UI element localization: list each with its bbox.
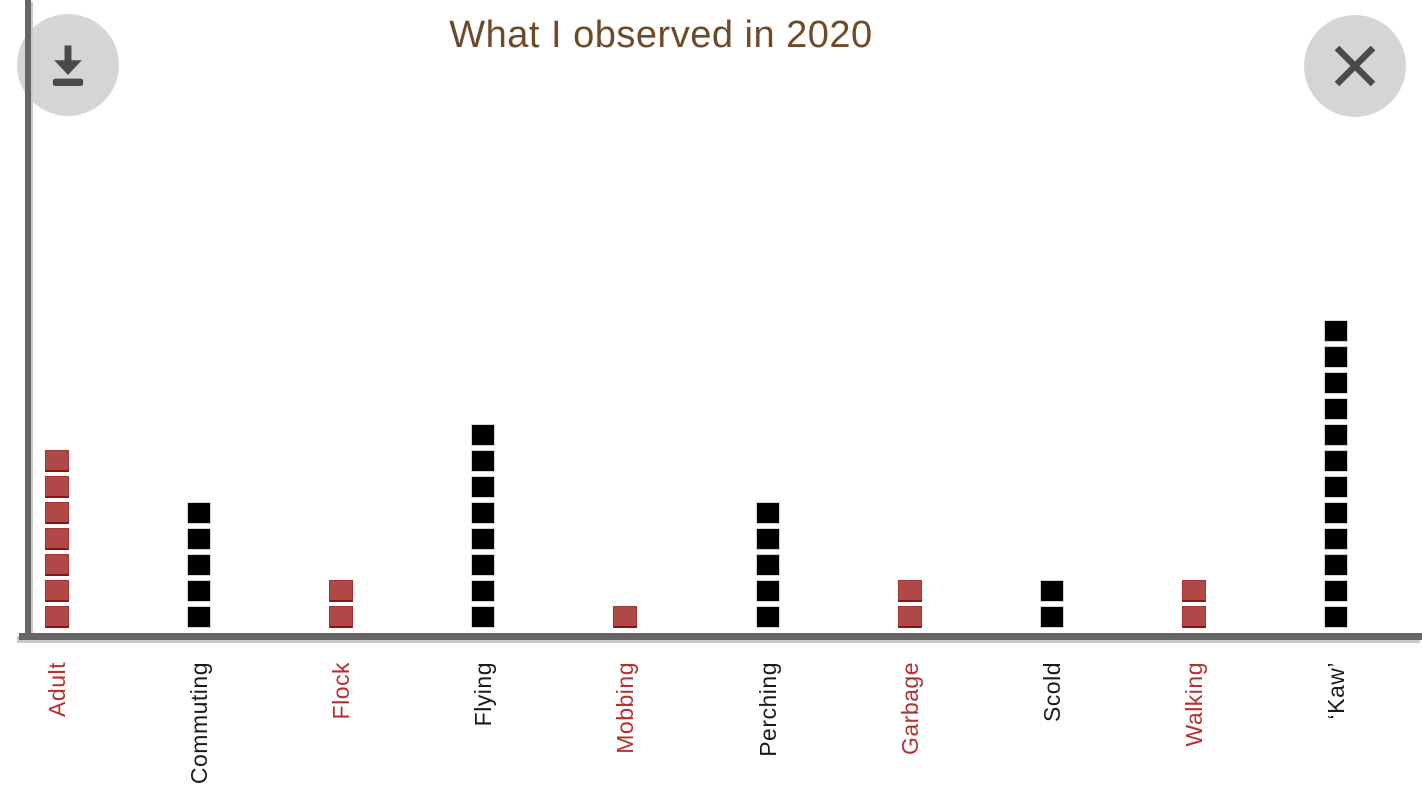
- unit-square: [755, 528, 780, 550]
- unit-column-garbage: [897, 580, 922, 628]
- unit-square: [1323, 372, 1348, 394]
- unit-square: [187, 528, 212, 550]
- unit-column-scold: [1039, 580, 1064, 628]
- unit-square: [471, 554, 496, 576]
- unit-square: [897, 580, 922, 602]
- unit-square: [1323, 476, 1348, 498]
- unit-square: [471, 502, 496, 524]
- unit-column-flock: [329, 580, 354, 628]
- unit-square: [187, 580, 212, 602]
- unit-square: [471, 450, 496, 472]
- close-button[interactable]: [1304, 15, 1406, 117]
- x-axis-label-commuting: Commuting: [186, 662, 213, 785]
- download-button[interactable]: [17, 14, 119, 116]
- unit-square: [45, 450, 69, 472]
- unit-square: [1323, 424, 1348, 446]
- unit-square: [45, 476, 69, 498]
- unit-square: [1039, 606, 1064, 628]
- unit-square: [471, 528, 496, 550]
- unit-square: [1323, 398, 1348, 420]
- y-axis-line: [25, 0, 31, 640]
- x-axis-label-scold: Scold: [1038, 662, 1065, 723]
- x-axis-line: [19, 633, 1422, 640]
- unit-column-flying: [471, 424, 496, 628]
- unit-square: [45, 528, 69, 550]
- x-axis-label-mobbing: Mobbing: [612, 662, 639, 754]
- x-axis-label-flock: Flock: [328, 662, 355, 720]
- unit-square: [1323, 346, 1348, 368]
- unit-square: [1323, 502, 1348, 524]
- unit-square: [1323, 606, 1348, 628]
- unit-square: [187, 502, 212, 524]
- unit-column-kaw: [1323, 320, 1348, 628]
- x-axis-label-perching: Perching: [754, 662, 781, 757]
- unit-square: [471, 424, 496, 446]
- unit-square: [1323, 528, 1348, 550]
- unit-column-commuting: [187, 502, 212, 628]
- unit-square: [45, 580, 69, 602]
- page-title: What I observed in 2020: [449, 14, 873, 56]
- unit-square: [1181, 606, 1206, 628]
- unit-square: [755, 580, 780, 602]
- unit-square: [471, 476, 496, 498]
- download-icon: [42, 39, 94, 91]
- x-axis-label-garbage: Garbage: [896, 662, 923, 756]
- unit-square: [187, 606, 212, 628]
- unit-column-walking: [1181, 580, 1206, 628]
- unit-column-perching: [755, 502, 780, 628]
- unit-square: [45, 606, 69, 628]
- unit-square: [755, 606, 780, 628]
- x-axis-label-kaw: ‘Kaw’: [1322, 662, 1349, 720]
- unit-square: [471, 580, 496, 602]
- close-icon: [1331, 43, 1379, 89]
- unit-square: [187, 554, 212, 576]
- unit-square: [755, 554, 780, 576]
- unit-square: [755, 502, 780, 524]
- x-axis-label-adult: Adult: [44, 662, 70, 717]
- unit-square: [613, 606, 638, 628]
- unit-square: [471, 606, 496, 628]
- unit-square: [1039, 580, 1064, 602]
- unit-square: [1323, 554, 1348, 576]
- x-axis-label-walking: Walking: [1180, 662, 1207, 747]
- unit-square: [329, 580, 354, 602]
- unit-square: [1323, 320, 1348, 342]
- unit-square: [1323, 450, 1348, 472]
- unit-column-mobbing: [613, 606, 638, 628]
- unit-square: [45, 554, 69, 576]
- unit-square: [1323, 580, 1348, 602]
- unit-square: [897, 606, 922, 628]
- unit-square: [1181, 580, 1206, 602]
- x-axis-label-flying: Flying: [470, 662, 497, 727]
- unit-square: [45, 502, 69, 524]
- unit-square: [329, 606, 354, 628]
- unit-column-adult: [45, 450, 69, 628]
